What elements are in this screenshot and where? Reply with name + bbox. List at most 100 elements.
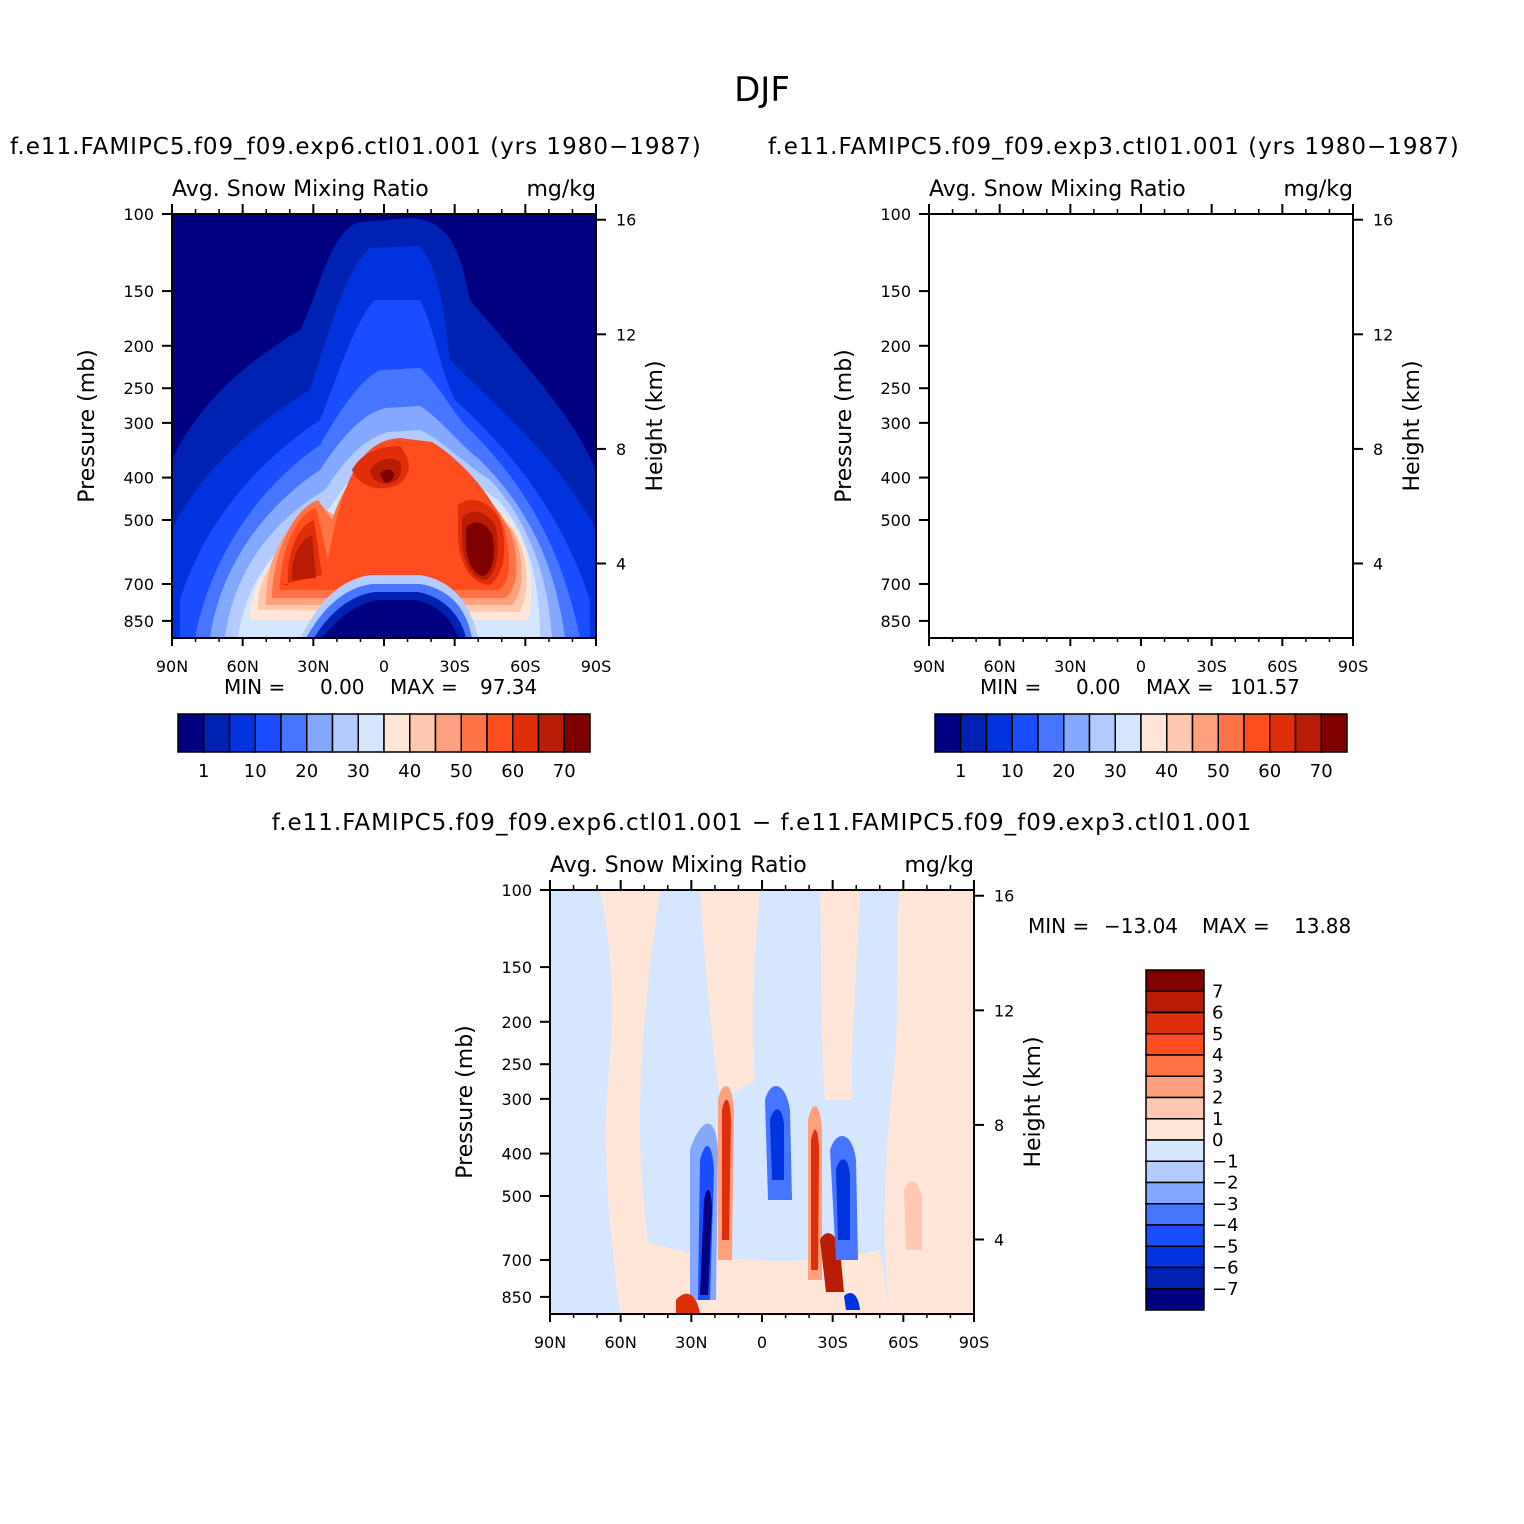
- panel-1-min-label: MIN =: [224, 675, 285, 699]
- colorbar-swatch: [1145, 1139, 1205, 1162]
- colorbar-label: 7: [1212, 981, 1223, 1002]
- y-tick-label: 150: [123, 282, 154, 301]
- contour-level-11: [1023, 455, 1279, 605]
- panel-3-axes: 90N 60N 30N 0 30S 60S 90S 100 150 200 250 300 400 500…: [501, 880, 1014, 1352]
- colorbar-swatch: [1145, 1033, 1205, 1056]
- panel-1: Avg. Snow Mixing Ratio mg/kg 9: [75, 177, 668, 782]
- y-tick-label: 250: [123, 379, 154, 398]
- colorbar-swatch: [357, 713, 385, 753]
- panel-1-contour-field: [172, 214, 596, 638]
- x-tick-label: 90S: [581, 657, 612, 676]
- figure-title: DJF: [734, 70, 790, 110]
- panel-3-max-label: MAX =: [1202, 914, 1270, 938]
- colorbar-label: 2: [1212, 1088, 1223, 1109]
- x-tick-label: 90N: [534, 1333, 566, 1352]
- panel-2-title: f.e11.FAMIPC5.f09_f09.exp3.ctl01.001 (yr…: [768, 134, 1460, 160]
- panel-1-max-label: MAX =: [390, 675, 458, 699]
- panel-1-units: mg/kg: [526, 177, 596, 202]
- colorbar-swatch: [331, 713, 359, 753]
- colorbar-label: 0: [1212, 1130, 1223, 1151]
- colorbar-swatch: [1145, 1075, 1205, 1099]
- panel-2-right-axis-label: Height (km): [1400, 360, 1425, 491]
- contour-level-10: [1015, 464, 1284, 612]
- panel-2-stats: MIN = 0.00 MAX = 101.57: [980, 675, 1300, 699]
- colorbar-label: 1: [1212, 1109, 1223, 1130]
- diff-red-corner: [676, 1293, 700, 1314]
- panel-2-axes: 90N 60N 30N 0 30S 60S 90S 100 150 200 250 300 400 500…: [880, 204, 1393, 676]
- x-tick-label: 30S: [1196, 657, 1227, 676]
- colorbar-label: 70: [553, 761, 576, 782]
- contour-level-15: [1049, 457, 1253, 584]
- colorbar-label: −5: [1212, 1236, 1239, 1257]
- x-tick-label: 90N: [156, 657, 188, 676]
- x-tick-label: 30N: [1054, 657, 1086, 676]
- x-tick-label: 0: [379, 657, 389, 676]
- x-tick-label: 60S: [888, 1333, 919, 1352]
- panel-3-contour-field: [550, 890, 974, 1314]
- panel-2-min-label: MIN =: [980, 675, 1041, 699]
- colorbar-swatch: [409, 713, 437, 753]
- panel-3-variable-name: Avg. Snow Mixing Ratio: [550, 853, 807, 878]
- colorbar-swatch: [563, 713, 591, 753]
- contour-level-4: [937, 300, 1347, 638]
- colorbar-swatch: [1140, 713, 1168, 753]
- diff-positive-region-east: [884, 890, 974, 1314]
- panel-2-colorbar: 1 10 20 30 40 50 60 70: [934, 713, 1348, 782]
- colorbar-label: 30: [347, 761, 370, 782]
- colorbar-label: −4: [1212, 1215, 1239, 1236]
- panel-2-contour-field: [929, 214, 1353, 638]
- right-tick-label: 16: [994, 887, 1014, 906]
- colorbar-label: 3: [1212, 1066, 1223, 1087]
- y-tick-label: 500: [123, 511, 154, 530]
- colorbar-swatch: [960, 713, 988, 753]
- y-tick-label: 500: [501, 1187, 532, 1206]
- x-tick-label: 60S: [510, 657, 541, 676]
- colorbar-swatch: [177, 713, 205, 753]
- panel-1-title: f.e11.FAMIPC5.f09_f09.exp6.ctl01.001 (yr…: [10, 134, 702, 160]
- diff-positive-region-west: [600, 890, 660, 1314]
- contour-boundary-low-3: [1071, 592, 1223, 638]
- diff-positive-region-mid2: [820, 890, 860, 1100]
- panel-1-y-axis-label: Pressure (mb): [75, 349, 100, 503]
- diff-blue-streak-3: [700, 1189, 712, 1295]
- y-tick-label: 100: [501, 881, 532, 900]
- panel-3-y-axis-label: Pressure (mb): [453, 1025, 478, 1179]
- contour-level-7: [982, 430, 1309, 638]
- right-tick-label: 12: [994, 1001, 1014, 1020]
- y-tick-label: 700: [880, 575, 911, 594]
- diff-positive-region-mid: [700, 890, 760, 1100]
- contour-level-6: [967, 406, 1322, 638]
- diff-red-streak-4: [811, 1129, 819, 1270]
- colorbar-label: 40: [1155, 761, 1178, 782]
- colorbar-label: −6: [1212, 1258, 1239, 1279]
- x-tick-label: 60N: [605, 1333, 637, 1352]
- right-tick-label: 16: [1373, 211, 1393, 230]
- diff-blue-corner: [844, 1292, 860, 1310]
- panel-2-y-axis-label: Pressure (mb): [832, 349, 857, 503]
- panel-3-min-value: −13.04: [1104, 914, 1178, 938]
- panel-3-units: mg/kg: [904, 853, 974, 878]
- colorbar-swatch: [383, 713, 411, 753]
- colorbar-swatch: [1145, 1011, 1205, 1035]
- x-tick-label: 0: [1136, 657, 1146, 676]
- x-tick-label: 90N: [913, 657, 945, 676]
- y-tick-label: 850: [501, 1288, 532, 1307]
- colorbar-swatch: [512, 713, 540, 753]
- y-tick-label: 300: [123, 414, 154, 433]
- panel-3: Avg. Snow Mixing Ratio mg/kg: [453, 853, 1351, 1352]
- colorbar-swatch: [1145, 1224, 1205, 1247]
- panel-1-subtitle: Avg. Snow Mixing Ratio mg/kg: [172, 177, 596, 202]
- x-tick-label: 90S: [959, 1333, 990, 1352]
- panel-3-title: f.e11.FAMIPC5.f09_f09.exp6.ctl01.001 − f…: [271, 810, 1253, 836]
- panel-2-plot-frame: [928, 213, 1354, 639]
- colorbar-swatch: [1320, 713, 1348, 753]
- colorbar-swatch: [1145, 1118, 1205, 1141]
- x-tick-label: 30N: [675, 1333, 707, 1352]
- contour-level-16: [1055, 468, 1249, 580]
- colorbar-swatch: [460, 713, 488, 753]
- colorbar-label: −2: [1212, 1173, 1239, 1194]
- panel-1-variable-name: Avg. Snow Mixing Ratio: [172, 177, 429, 202]
- panel-3-subtitle: Avg. Snow Mixing Ratio mg/kg: [550, 853, 974, 878]
- right-tick-label: 16: [616, 211, 636, 230]
- panel-3-stats: MIN = −13.04 MAX = 13.88: [1028, 914, 1351, 938]
